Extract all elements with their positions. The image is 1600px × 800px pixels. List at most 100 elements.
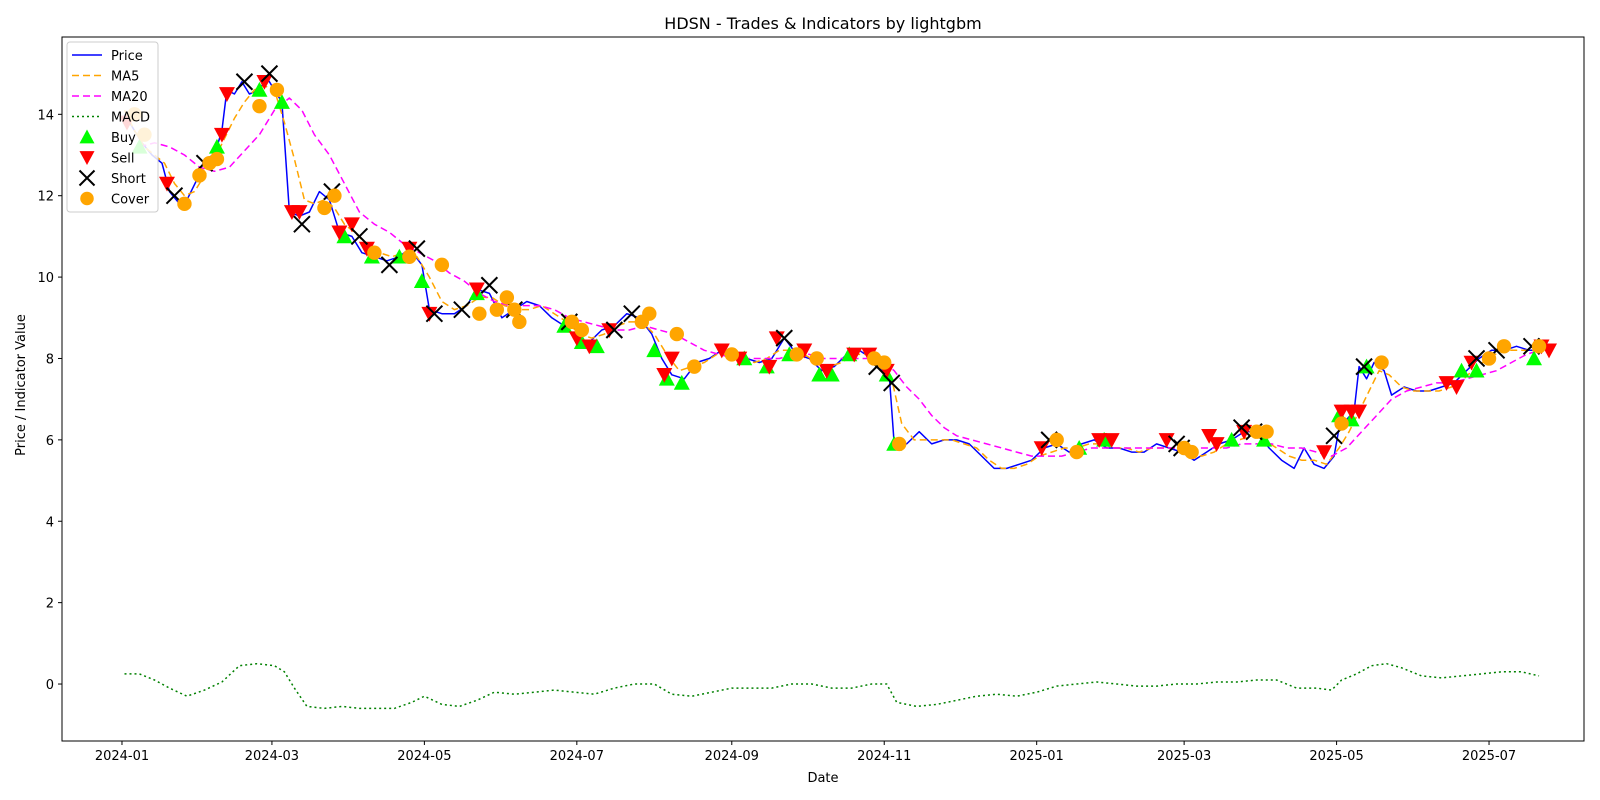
x-tick-label: 2024-03: [245, 749, 299, 764]
x-axis-label: Date: [807, 771, 838, 786]
sell-marker: [468, 282, 485, 298]
sell-marker: [1091, 433, 1108, 448]
legend-box: [66, 41, 159, 213]
short-marker: [293, 215, 311, 233]
cover-marker: [1249, 424, 1264, 439]
sell-marker: [581, 339, 598, 355]
buy-marker: [811, 366, 828, 382]
sell-marker: [663, 351, 680, 367]
y-tick-label: 4: [46, 515, 54, 530]
buy-marker: [251, 81, 268, 97]
cover-marker: [669, 326, 684, 342]
short-marker: [1467, 349, 1486, 368]
cover-marker: [1184, 444, 1199, 460]
legend-label-price: Price: [111, 49, 143, 64]
y-tick-label: 12: [37, 190, 54, 205]
sell-marker: [818, 363, 835, 379]
cover-marker: [327, 188, 342, 203]
cover-marker: [1334, 416, 1349, 431]
cover-marker: [687, 359, 702, 374]
cover-marker: [252, 98, 267, 114]
sell-marker: [846, 347, 863, 363]
short-marker: [775, 329, 793, 347]
cover-marker: [1496, 339, 1512, 354]
sell-marker: [158, 176, 175, 192]
short-marker: [453, 300, 471, 319]
sell-marker: [291, 205, 308, 220]
cover-marker: [789, 347, 804, 362]
buy-marker: [1223, 431, 1240, 447]
y-tick-label: 14: [37, 108, 54, 123]
series-line-ma5: [123, 85, 1539, 470]
cover-marker: [434, 257, 450, 273]
legend-label-macd: MACD: [111, 111, 150, 126]
legend-label-short: Short: [111, 172, 146, 187]
cover-marker: [317, 200, 332, 216]
cover-marker: [892, 436, 907, 452]
cover-marker: [367, 245, 382, 260]
sell-marker: [713, 343, 730, 359]
legend-label-buy: Buy: [111, 131, 136, 146]
cover-marker: [1374, 355, 1389, 370]
short-marker: [1325, 427, 1343, 445]
short-marker: [350, 227, 369, 246]
cover-marker: [1069, 444, 1084, 460]
legend-symbol-buy: [79, 129, 95, 144]
cover-marker: [1259, 424, 1274, 439]
sell-marker: [421, 306, 438, 322]
buy-marker: [1526, 350, 1543, 366]
x-tick-label: 2024-01: [95, 749, 149, 764]
cover-marker: [269, 82, 285, 98]
sell-marker: [331, 225, 348, 241]
sell-marker: [656, 367, 673, 383]
series-line-macd: [124, 662, 1540, 710]
sell-marker: [796, 343, 813, 359]
buy-marker: [1358, 358, 1375, 374]
legend-label-ma20: MA20: [111, 90, 148, 105]
short-marker: [260, 64, 279, 83]
legend-symbol-cover: [80, 191, 94, 206]
sell-marker: [761, 359, 778, 375]
x-tick-label: 2025-03: [1157, 749, 1211, 764]
cover-marker: [192, 168, 207, 183]
y-tick-label: 6: [46, 434, 54, 449]
buy-marker: [556, 317, 573, 333]
chart-title: HDSN - Trades & Indicators by lightgbm: [664, 14, 981, 33]
buy-marker: [658, 370, 675, 386]
short-marker: [425, 305, 444, 323]
cover-marker: [574, 322, 590, 338]
sell-marker: [1438, 376, 1455, 391]
sell-marker: [601, 323, 618, 338]
buy-marker: [823, 366, 840, 382]
trade-markers: [118, 64, 1558, 461]
x-tick-label: 2025-05: [1309, 749, 1363, 764]
sell-marker: [1033, 441, 1050, 457]
legend-symbol-sell: [79, 151, 95, 165]
buy-marker: [413, 273, 430, 288]
cover-marker: [809, 351, 824, 366]
x-tick-label: 2024-11: [857, 749, 911, 764]
sell-marker: [343, 217, 360, 233]
y-axis-ticks: 0 2 4 6 8 10 12 14: [37, 108, 62, 693]
x-axis-ticks: 2024-01 2024-03 2024-05 2024-07 2024-09 2024-…: [95, 741, 1516, 764]
cover-marker: [642, 306, 657, 321]
plot-area-frame: [61, 36, 1585, 742]
short-marker: [235, 73, 254, 91]
x-tick-label: 2024-07: [550, 749, 604, 764]
buy-marker: [1468, 362, 1485, 378]
y-tick-label: 2: [46, 597, 54, 612]
cover-marker: [1049, 432, 1064, 448]
cover-marker: [1531, 339, 1547, 354]
buy-marker: [646, 342, 663, 358]
cover-marker: [724, 347, 739, 362]
cover-marker: [472, 306, 487, 321]
sell-marker: [256, 74, 273, 90]
short-marker: [605, 321, 624, 339]
short-marker: [883, 374, 901, 392]
x-tick-label: 2025-01: [1010, 749, 1064, 764]
short-marker: [380, 256, 399, 274]
y-axis-label: Price / Indicator Value: [14, 314, 29, 456]
sell-marker: [1316, 445, 1333, 461]
